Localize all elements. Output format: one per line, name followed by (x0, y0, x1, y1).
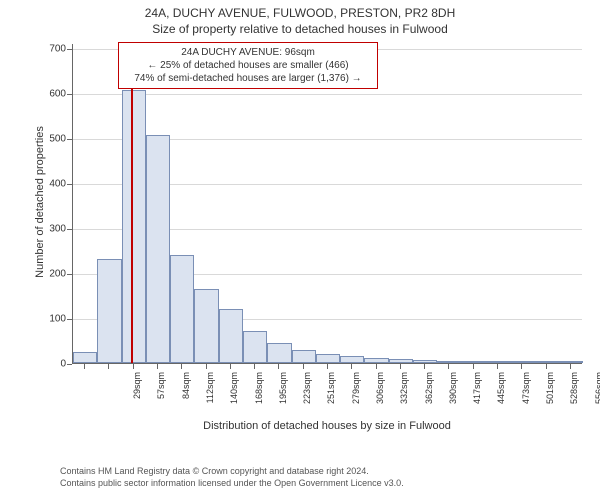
property-marker-line (131, 43, 133, 363)
footer: Contains HM Land Registry data © Crown c… (60, 466, 404, 489)
x-tick-mark (181, 364, 182, 369)
y-tick-mark (67, 49, 72, 50)
x-tick-mark (206, 364, 207, 369)
histogram-bar (486, 361, 510, 363)
x-tick-label: 445sqm (496, 372, 506, 422)
x-tick-mark (84, 364, 85, 369)
histogram-bar (146, 135, 170, 363)
y-tick-label: 0 (38, 359, 66, 370)
info-box-line2: ← 25% of detached houses are smaller (46… (125, 59, 371, 72)
histogram-bar (437, 361, 461, 363)
y-tick-mark (67, 364, 72, 365)
histogram-bar (462, 361, 486, 363)
x-tick-label: 84sqm (181, 372, 191, 422)
x-tick-label: 112sqm (205, 372, 215, 422)
y-tick-label: 700 (38, 43, 66, 54)
histogram-bar (219, 309, 243, 363)
y-tick-mark (67, 229, 72, 230)
chart-title-sub: Size of property relative to detached ho… (0, 20, 600, 36)
info-box-line1: 24A DUCHY AVENUE: 96sqm (125, 46, 371, 59)
x-tick-mark (254, 364, 255, 369)
histogram-bar (413, 360, 437, 363)
x-tick-label: 57sqm (156, 372, 166, 422)
x-tick-mark (133, 364, 134, 369)
histogram-bar (534, 361, 558, 363)
histogram-bar (316, 354, 340, 363)
y-tick-label: 300 (38, 223, 66, 234)
x-tick-label: 501sqm (545, 372, 555, 422)
y-tick-label: 600 (38, 88, 66, 99)
x-tick-mark (424, 364, 425, 369)
y-tick-mark (67, 319, 72, 320)
x-tick-mark (400, 364, 401, 369)
histogram-bar (364, 358, 388, 363)
info-box: 24A DUCHY AVENUE: 96sqm ← 25% of detache… (118, 42, 378, 89)
x-tick-mark (303, 364, 304, 369)
histogram-bar (170, 255, 194, 363)
y-tick-mark (67, 274, 72, 275)
x-tick-mark (448, 364, 449, 369)
x-tick-mark (278, 364, 279, 369)
x-tick-mark (521, 364, 522, 369)
info-box-line3: 74% of semi-detached houses are larger (… (125, 72, 371, 85)
chart-container: 24A, DUCHY AVENUE, FULWOOD, PRESTON, PR2… (0, 0, 600, 500)
histogram-bar (194, 289, 218, 363)
x-tick-label: 332sqm (399, 372, 409, 422)
footer-line2: Contains public sector information licen… (60, 478, 404, 490)
plot-area (72, 44, 582, 364)
footer-line1: Contains HM Land Registry data © Crown c… (60, 466, 404, 478)
chart-title-main: 24A, DUCHY AVENUE, FULWOOD, PRESTON, PR2… (0, 0, 600, 20)
x-tick-mark (376, 364, 377, 369)
x-tick-mark (497, 364, 498, 369)
x-tick-label: 556sqm (594, 372, 600, 422)
x-tick-label: 390sqm (448, 372, 458, 422)
x-tick-label: 195sqm (278, 372, 288, 422)
x-tick-label: 362sqm (424, 372, 434, 422)
x-tick-label: 223sqm (302, 372, 312, 422)
x-tick-mark (570, 364, 571, 369)
y-tick-label: 400 (38, 178, 66, 189)
x-tick-mark (157, 364, 158, 369)
histogram-bar (559, 361, 583, 363)
histogram-bar (243, 331, 267, 363)
gridline (73, 94, 582, 95)
histogram-bar (267, 343, 291, 363)
x-tick-label: 417sqm (472, 372, 482, 422)
x-tick-label: 279sqm (351, 372, 361, 422)
y-tick-mark (67, 184, 72, 185)
x-tick-mark (230, 364, 231, 369)
histogram-bar (97, 259, 121, 363)
x-tick-label: 140sqm (229, 372, 239, 422)
x-tick-mark (351, 364, 352, 369)
x-tick-label: 168sqm (254, 372, 264, 422)
x-tick-mark (546, 364, 547, 369)
y-tick-label: 500 (38, 133, 66, 144)
histogram-bar (292, 350, 316, 363)
y-tick-label: 200 (38, 268, 66, 279)
y-tick-mark (67, 94, 72, 95)
histogram-bar (389, 359, 413, 364)
y-tick-mark (67, 139, 72, 140)
histogram-bar (122, 90, 146, 363)
x-tick-label: 528sqm (569, 372, 579, 422)
x-tick-label: 29sqm (132, 372, 142, 422)
x-tick-mark (327, 364, 328, 369)
x-tick-label: 473sqm (521, 372, 531, 422)
x-tick-mark (473, 364, 474, 369)
x-tick-label: 306sqm (375, 372, 385, 422)
x-tick-mark (108, 364, 109, 369)
histogram-bar (340, 356, 364, 363)
histogram-bar (73, 352, 97, 363)
y-tick-label: 100 (38, 313, 66, 324)
histogram-bar (510, 361, 534, 363)
x-tick-label: 251sqm (326, 372, 336, 422)
